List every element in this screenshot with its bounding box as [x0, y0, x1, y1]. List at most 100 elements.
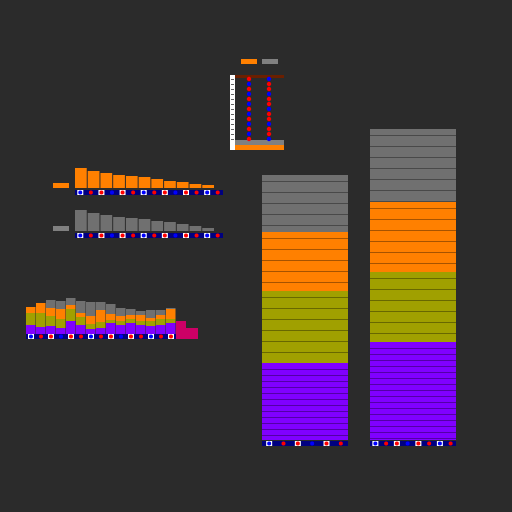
segment-line	[262, 369, 348, 370]
stack-segment	[126, 319, 136, 323]
stack-segment	[146, 326, 156, 335]
legend-button[interactable]	[262, 59, 278, 64]
strip-dot	[131, 190, 136, 195]
segment-line	[262, 319, 348, 320]
table-dot	[246, 76, 252, 82]
stack-segment	[136, 311, 146, 315]
index-tick	[231, 119, 234, 120]
strip-dot	[99, 334, 103, 339]
strip-dot	[416, 441, 421, 446]
strip-dot	[88, 233, 93, 238]
table-dot	[246, 106, 252, 112]
bar	[75, 168, 87, 188]
label-button[interactable]	[53, 183, 69, 188]
segment-line	[370, 348, 456, 349]
index-tick	[231, 134, 234, 135]
column-segment	[370, 342, 456, 440]
strip-dot	[184, 233, 188, 238]
stack-segment	[126, 315, 136, 319]
segment-line	[370, 219, 456, 220]
strip-dot	[194, 190, 199, 195]
stack-segment	[96, 328, 106, 335]
stack-segment	[106, 314, 116, 320]
bar	[164, 222, 176, 231]
segment-line	[370, 252, 456, 253]
stack-segment	[126, 309, 136, 315]
table-dot	[266, 121, 272, 127]
table-dot	[266, 101, 272, 107]
segment-line	[262, 405, 348, 406]
segment-line	[370, 420, 456, 421]
strip-dot	[448, 441, 453, 446]
strip-dot	[405, 441, 410, 446]
table-dot	[266, 91, 272, 97]
accent-bar	[176, 321, 186, 339]
bar	[113, 175, 125, 188]
stack-segment	[146, 318, 156, 321]
index-tick	[231, 79, 234, 80]
strip-dot	[29, 334, 33, 339]
strip-dot	[384, 441, 389, 446]
segment-line	[370, 179, 456, 180]
strip-dot	[88, 190, 93, 195]
bar	[189, 184, 202, 188]
table-dot	[246, 121, 252, 127]
stack-segment	[36, 313, 46, 327]
stack-segment	[36, 303, 46, 313]
bar	[138, 177, 151, 188]
stack-segment	[66, 309, 76, 321]
strip-dot	[141, 190, 146, 195]
stack-segment	[86, 329, 96, 335]
strip-dot	[110, 190, 114, 195]
legend-button[interactable]	[241, 59, 257, 64]
stack-segment	[106, 323, 116, 335]
strip-dot	[173, 233, 178, 238]
segment-line	[262, 381, 348, 382]
stack-segment	[96, 322, 106, 328]
strip-dot	[338, 441, 343, 446]
segment-line	[370, 300, 456, 301]
index-tick	[231, 129, 234, 130]
stack-segment	[76, 313, 86, 317]
segment-line	[370, 426, 456, 427]
table-row	[235, 140, 284, 145]
segment-line	[370, 168, 456, 169]
stack-segment	[46, 308, 56, 316]
strip-dot	[215, 233, 220, 238]
segment-line	[262, 435, 348, 436]
segment-line	[370, 157, 456, 158]
strip-dot	[162, 233, 167, 238]
stack-segment	[136, 315, 146, 321]
stack-segment	[76, 301, 86, 313]
strip-dot	[173, 190, 178, 195]
label-button[interactable]	[53, 226, 69, 231]
strip-dot	[215, 190, 220, 195]
strip-dot	[194, 233, 199, 238]
segment-line	[262, 308, 348, 309]
dot-strip	[370, 441, 456, 446]
bar	[75, 210, 87, 231]
index-column	[230, 75, 235, 150]
index-tick	[231, 94, 234, 95]
strip-dot	[129, 334, 133, 339]
strip-dot	[152, 233, 157, 238]
strip-dot	[205, 190, 210, 195]
segment-line	[262, 181, 348, 182]
bar	[176, 224, 189, 231]
segment-line	[370, 311, 456, 312]
strip-dot	[79, 334, 83, 339]
segment-line	[370, 366, 456, 367]
segment-line	[370, 241, 456, 242]
dot-strip	[75, 233, 223, 238]
strip-dot	[437, 441, 442, 446]
strip-dot	[152, 190, 157, 195]
segment-line	[262, 271, 348, 272]
stack-segment	[46, 300, 56, 308]
stack-segment	[66, 321, 76, 335]
segment-line	[262, 249, 348, 250]
stack-segment	[156, 325, 166, 335]
strip-dot	[109, 334, 113, 339]
strip-dot	[184, 190, 188, 195]
stack-segment	[46, 316, 56, 326]
index-tick	[231, 109, 234, 110]
